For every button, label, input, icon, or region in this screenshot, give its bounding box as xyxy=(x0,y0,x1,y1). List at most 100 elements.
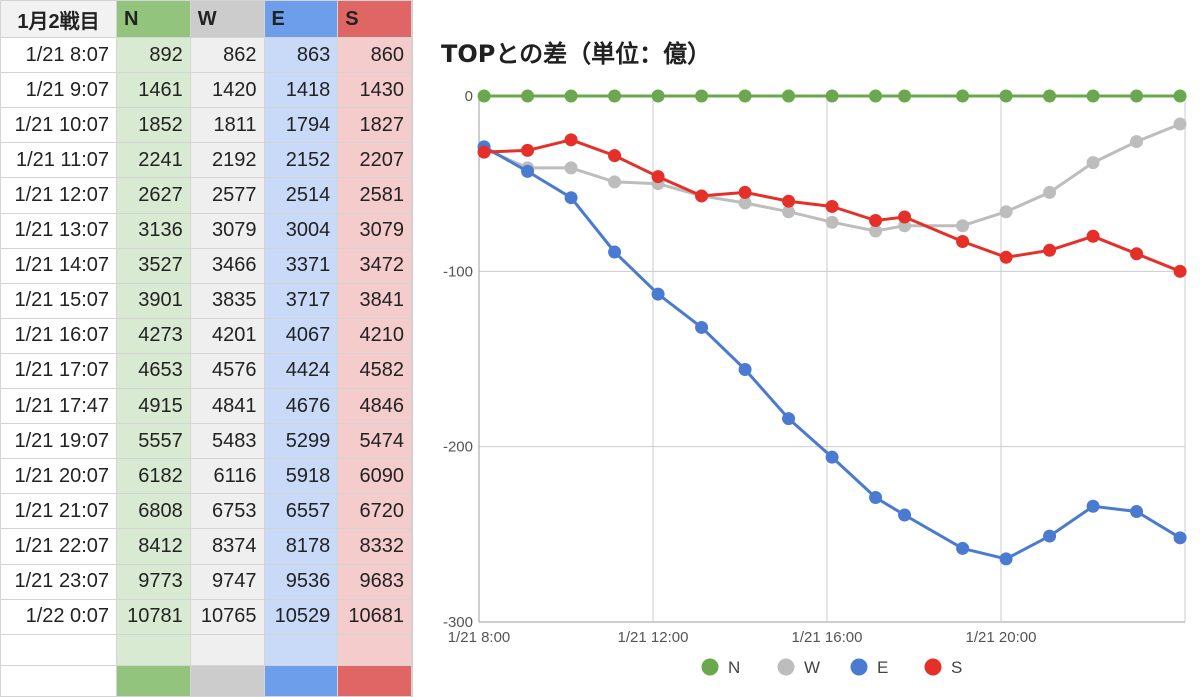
value-cell-e[interactable]: 2514 xyxy=(263,177,339,214)
value-cell-e[interactable]: 2152 xyxy=(263,142,339,179)
value-cell-s[interactable]: 2581 xyxy=(337,177,412,214)
value-cell-e[interactable]: 3717 xyxy=(263,282,339,319)
value-cell-e[interactable]: 1794 xyxy=(263,107,339,144)
value-cell-n[interactable]: 4273 xyxy=(116,317,191,354)
value-cell-e[interactable]: 5918 xyxy=(263,458,339,495)
value-cell-s[interactable]: 1827 xyxy=(337,107,412,144)
footer-cell[interactable] xyxy=(0,664,117,697)
time-cell[interactable]: 1/21 16:07 xyxy=(0,317,117,354)
value-cell-e[interactable]: 863 xyxy=(263,37,339,74)
value-cell-s[interactable]: 4582 xyxy=(337,352,412,390)
value-cell-w[interactable]: 4841 xyxy=(189,388,265,425)
header-cell-n[interactable]: N xyxy=(116,0,191,39)
time-cell[interactable]: 1/21 14:07 xyxy=(0,247,117,284)
value-cell-s[interactable]: 860 xyxy=(337,37,412,74)
header-cell-w[interactable]: W xyxy=(189,0,265,39)
time-cell[interactable]: 1/21 20:07 xyxy=(0,458,117,495)
value-cell-s[interactable]: 3079 xyxy=(337,212,412,249)
value-cell-w[interactable]: 1811 xyxy=(189,107,265,144)
footer-color-cell[interactable] xyxy=(116,664,191,697)
value-cell-s[interactable]: 6090 xyxy=(337,458,412,495)
time-cell[interactable]: 1/21 15:07 xyxy=(0,282,117,319)
value-cell-n[interactable]: 10781 xyxy=(116,598,191,635)
value-cell-w[interactable]: 9747 xyxy=(189,563,265,600)
value-cell-n[interactable]: 3901 xyxy=(116,282,191,319)
header-cell-e[interactable]: E xyxy=(263,0,339,39)
value-cell-s[interactable]: 2207 xyxy=(337,142,412,179)
value-cell-e[interactable]: 8178 xyxy=(263,528,339,565)
value-cell-w[interactable]: 10765 xyxy=(189,598,265,635)
value-cell-n[interactable]: 2627 xyxy=(116,177,191,214)
value-cell-w[interactable]: 8374 xyxy=(189,528,265,565)
time-cell[interactable]: 1/21 21:07 xyxy=(0,493,117,530)
empty-cell[interactable] xyxy=(189,633,265,666)
value-cell-w[interactable]: 3835 xyxy=(189,282,265,319)
value-cell-n[interactable]: 9773 xyxy=(116,563,191,600)
value-cell-e[interactable]: 10529 xyxy=(263,598,339,635)
value-cell-s[interactable]: 4210 xyxy=(337,317,412,354)
value-cell-e[interactable]: 4067 xyxy=(263,317,339,354)
value-cell-w[interactable]: 5483 xyxy=(189,423,265,460)
value-cell-s[interactable]: 1430 xyxy=(337,72,412,109)
time-cell[interactable]: 1/21 12:07 xyxy=(0,177,117,214)
value-cell-e[interactable]: 3004 xyxy=(263,212,339,249)
value-cell-n[interactable]: 1461 xyxy=(116,72,191,109)
value-cell-n[interactable]: 1852 xyxy=(116,107,191,144)
value-cell-n[interactable]: 5557 xyxy=(116,423,191,460)
value-cell-w[interactable]: 862 xyxy=(189,37,265,74)
value-cell-n[interactable]: 2241 xyxy=(116,142,191,179)
value-cell-e[interactable]: 5299 xyxy=(263,423,339,460)
value-cell-s[interactable]: 3472 xyxy=(337,247,412,284)
empty-cell[interactable] xyxy=(116,633,191,666)
value-cell-n[interactable]: 3136 xyxy=(116,212,191,249)
footer-color-cell[interactable] xyxy=(189,664,265,697)
value-cell-n[interactable]: 6182 xyxy=(116,458,191,495)
time-cell[interactable]: 1/21 13:07 xyxy=(0,212,117,249)
time-cell[interactable]: 1/21 9:07 xyxy=(0,72,117,109)
value-cell-w[interactable]: 2577 xyxy=(189,177,265,214)
value-cell-s[interactable]: 4846 xyxy=(337,388,412,425)
value-cell-e[interactable]: 6557 xyxy=(263,493,339,530)
value-cell-n[interactable]: 8412 xyxy=(116,528,191,565)
value-cell-s[interactable]: 3841 xyxy=(337,282,412,319)
value-cell-e[interactable]: 1418 xyxy=(263,72,339,109)
value-cell-s[interactable]: 6720 xyxy=(337,493,412,530)
footer-color-cell[interactable] xyxy=(263,664,339,697)
header-cell-s[interactable]: S xyxy=(337,0,412,39)
time-cell[interactable]: 1/21 17:07 xyxy=(0,352,117,390)
time-cell[interactable]: 1/21 23:07 xyxy=(0,563,117,600)
value-cell-e[interactable]: 9536 xyxy=(263,563,339,600)
time-cell[interactable]: 1/22 0:07 xyxy=(0,598,117,635)
time-cell[interactable]: 1/21 17:47 xyxy=(0,388,117,425)
value-cell-n[interactable]: 3527 xyxy=(116,247,191,284)
empty-cell[interactable] xyxy=(0,633,117,666)
value-cell-s[interactable]: 8332 xyxy=(337,528,412,565)
value-cell-s[interactable]: 9683 xyxy=(337,563,412,600)
time-cell[interactable]: 1/21 19:07 xyxy=(0,423,117,460)
time-cell[interactable]: 1/21 10:07 xyxy=(0,107,117,144)
empty-cell[interactable] xyxy=(263,633,339,666)
value-cell-w[interactable]: 6116 xyxy=(189,458,265,495)
header-cell-corner[interactable]: 1月2戦目 xyxy=(0,0,117,39)
value-cell-e[interactable]: 3371 xyxy=(263,247,339,284)
value-cell-w[interactable]: 3466 xyxy=(189,247,265,284)
footer-color-cell[interactable] xyxy=(337,664,412,697)
value-cell-s[interactable]: 5474 xyxy=(337,423,412,460)
value-cell-n[interactable]: 4653 xyxy=(116,352,191,390)
value-cell-w[interactable]: 6753 xyxy=(189,493,265,530)
value-cell-n[interactable]: 4915 xyxy=(116,388,191,425)
value-cell-n[interactable]: 6808 xyxy=(116,493,191,530)
value-cell-w[interactable]: 1420 xyxy=(189,72,265,109)
empty-cell[interactable] xyxy=(337,633,412,666)
time-cell[interactable]: 1/21 22:07 xyxy=(0,528,117,565)
value-cell-s[interactable]: 10681 xyxy=(337,598,412,635)
value-cell-n[interactable]: 892 xyxy=(116,37,191,74)
value-cell-w[interactable]: 3079 xyxy=(189,212,265,249)
value-cell-w[interactable]: 4201 xyxy=(189,317,265,354)
value-cell-w[interactable]: 2192 xyxy=(189,142,265,179)
value-cell-e[interactable]: 4676 xyxy=(263,388,339,425)
time-cell[interactable]: 1/21 8:07 xyxy=(0,37,117,74)
value-cell-e[interactable]: 4424 xyxy=(263,352,339,390)
time-cell[interactable]: 1/21 11:07 xyxy=(0,142,117,179)
value-cell-w[interactable]: 4576 xyxy=(189,352,265,390)
